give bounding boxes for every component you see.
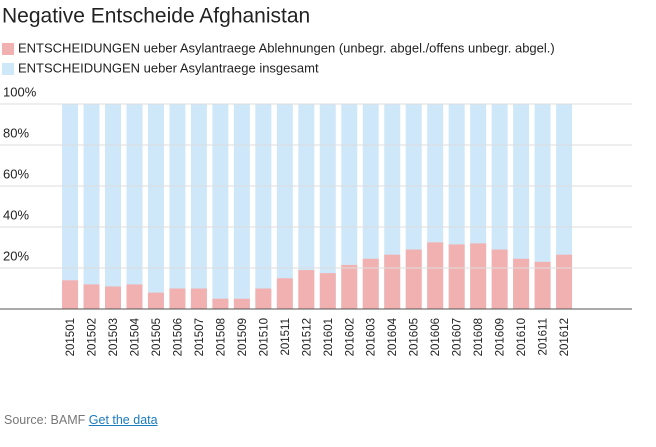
bar: [362, 104, 379, 309]
bar: [233, 104, 250, 309]
bar: [233, 298, 250, 309]
legend-label: ENTSCHEIDUNGEN ueber Asylantraege Ablehn…: [18, 40, 555, 55]
x-tick-label: 201608: [473, 318, 485, 356]
bar: [341, 264, 358, 309]
x-tick-label: 201511: [280, 318, 292, 356]
x-tick-label: 201609: [495, 318, 507, 356]
bar: [276, 104, 293, 309]
x-tick-label: 201605: [409, 318, 421, 356]
bar: [147, 104, 164, 309]
y-tick-label: 100%: [3, 84, 37, 99]
bar: [212, 298, 229, 309]
x-tick-label: 201501: [65, 318, 77, 356]
x-tick-label: 201509: [237, 318, 249, 356]
bar: [405, 249, 422, 309]
x-tick-label: 201502: [87, 318, 99, 356]
y-tick-label: 40%: [3, 207, 29, 222]
x-tick-label: 201508: [215, 318, 227, 356]
bar: [470, 243, 487, 309]
bar: [169, 104, 186, 309]
bar: [104, 286, 121, 309]
bar: [513, 104, 530, 309]
bar: [276, 278, 293, 309]
x-tick-label: 201603: [366, 318, 378, 356]
bar: [384, 254, 401, 309]
bar: [298, 104, 315, 309]
x-tick-label: 201610: [516, 318, 528, 356]
y-tick-label: 20%: [3, 248, 29, 263]
bar: [83, 284, 100, 309]
x-tick-label: 201604: [387, 317, 399, 356]
x-tick-label: 201612: [559, 318, 571, 356]
bar: [362, 258, 379, 309]
bar: [104, 104, 121, 309]
x-tick-label: 201607: [452, 318, 464, 356]
x-tick-label: 201611: [538, 318, 550, 356]
x-tick-label: 201602: [344, 318, 356, 356]
legend-swatch: [2, 63, 14, 75]
bar: [62, 104, 79, 309]
legend-swatch: [2, 43, 14, 55]
bar: [491, 249, 508, 309]
bar: [190, 104, 207, 309]
x-tick-label: 201507: [194, 318, 206, 356]
bar: [169, 288, 186, 309]
bar: [427, 242, 444, 309]
plot: 20% 40% 60% 80% 100%: [0, 84, 632, 310]
legend-label: ENTSCHEIDUNGEN ueber Asylantraege insges…: [18, 60, 319, 75]
x-tick-label: 201512: [301, 318, 313, 356]
bar: [319, 104, 336, 309]
bar: [298, 270, 315, 309]
bar: [341, 104, 358, 309]
bar: [62, 280, 79, 309]
x-tick-label: 201510: [258, 318, 270, 356]
x-tick-label: 201503: [108, 318, 120, 356]
legend: ENTSCHEIDUNGEN ueber Asylantraege Ablehn…: [2, 40, 555, 75]
chart-title: Negative Entscheide Afghanistan: [2, 5, 310, 28]
bar: [212, 104, 229, 309]
bar: [513, 258, 530, 309]
x-tick-label: 201601: [323, 318, 335, 356]
bar: [126, 104, 143, 309]
bar: [126, 284, 143, 309]
x-tick-label: 201506: [172, 318, 184, 356]
bar: [255, 104, 272, 309]
bar: [147, 292, 164, 309]
y-tick-label: 60%: [3, 166, 29, 181]
bar: [190, 288, 207, 309]
bar: [448, 244, 465, 309]
source-text: Source: BAMF: [4, 413, 86, 427]
source: Source: BAMF Get the data: [4, 413, 158, 427]
x-tick-label: 201606: [430, 318, 442, 356]
bar: [83, 104, 100, 309]
data-link[interactable]: Get the data: [88, 413, 158, 427]
x-labels: 201501 201502 201503 201504 201505 201506 2015…: [65, 317, 571, 356]
bar: [255, 288, 272, 309]
y-tick-label: 80%: [3, 125, 29, 140]
x-tick-label: 201505: [151, 318, 163, 356]
bar: [534, 261, 551, 309]
bar: [556, 254, 573, 309]
bar: [319, 273, 336, 309]
x-tick-label: 201504: [129, 317, 141, 356]
bar: [534, 104, 551, 309]
